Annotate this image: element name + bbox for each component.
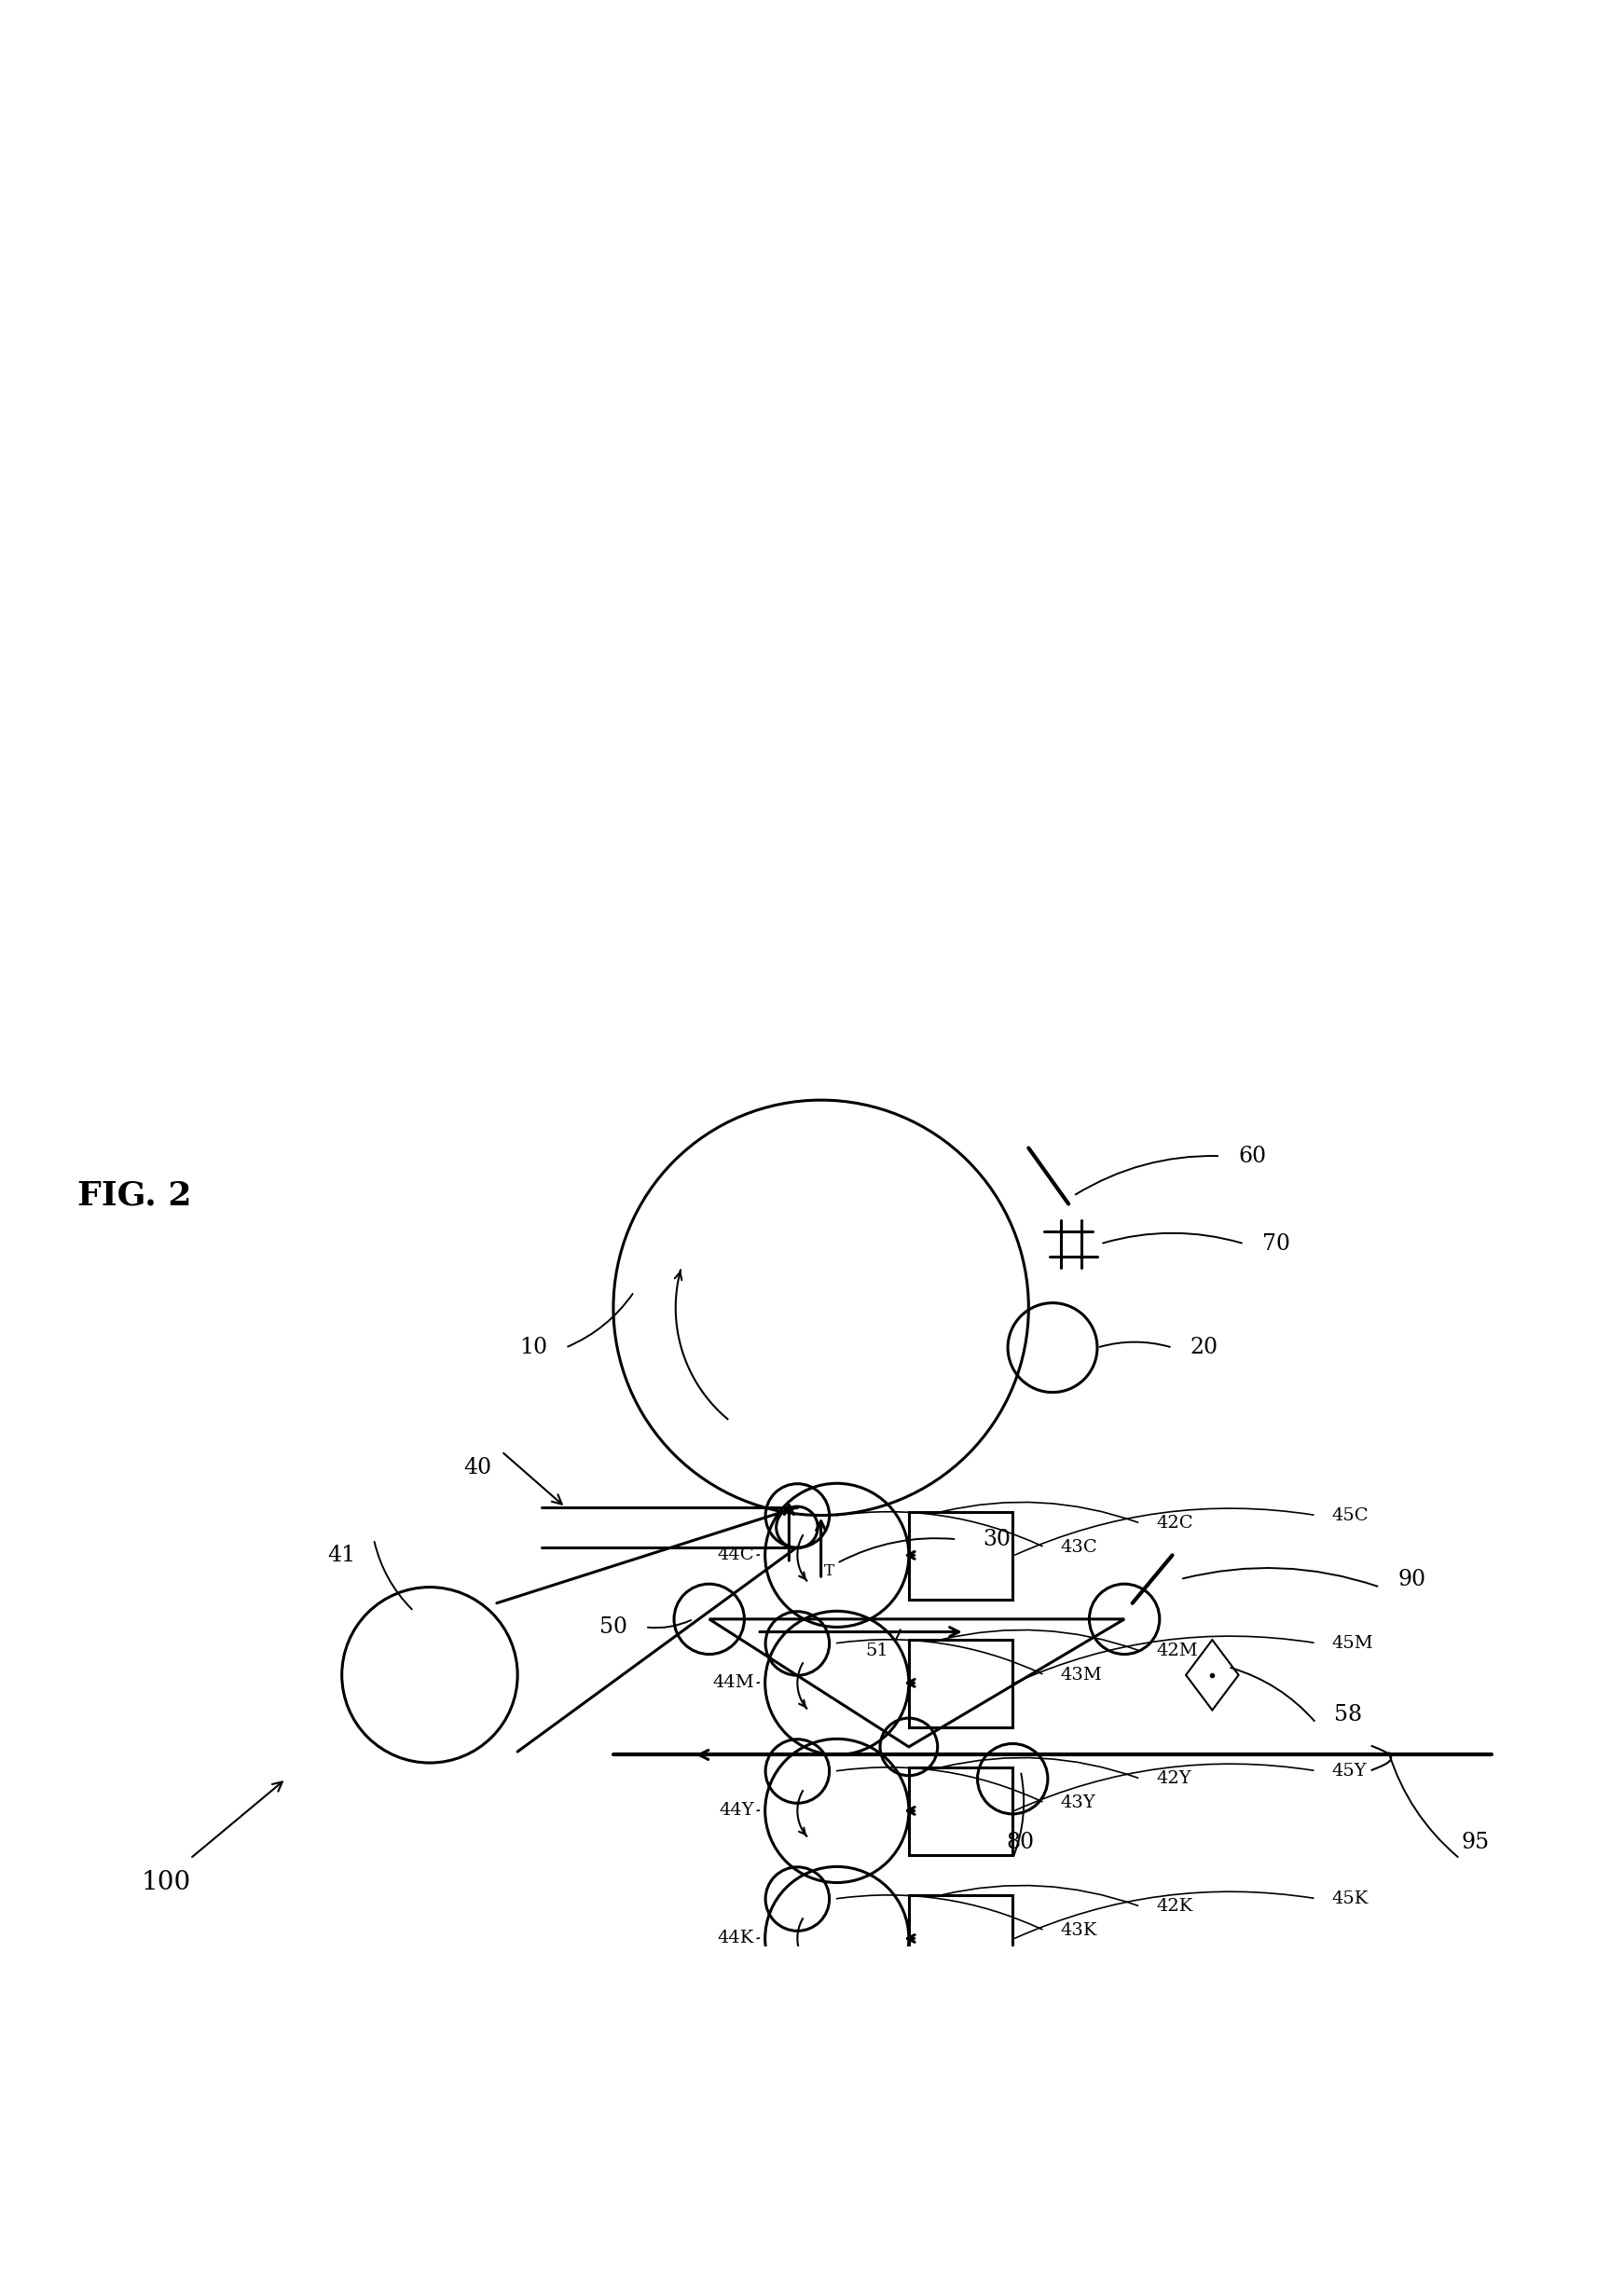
Text: 45Y: 45Y	[1331, 1763, 1367, 1779]
Text: 42K: 42K	[1156, 1899, 1193, 1915]
Text: 45C: 45C	[1331, 1506, 1368, 1525]
Text: 50: 50	[599, 1616, 628, 1637]
Text: 44K: 44K	[718, 1931, 753, 1947]
Text: 44M: 44M	[712, 1674, 753, 1692]
Text: 43K: 43K	[1061, 1922, 1098, 1938]
Text: 42Y: 42Y	[1156, 1770, 1191, 1786]
Text: T: T	[824, 1564, 834, 1580]
Text: 44Y: 44Y	[718, 1802, 753, 1818]
Text: 41: 41	[328, 1545, 356, 1566]
Text: 42C: 42C	[1156, 1515, 1193, 1531]
Text: 20: 20	[1190, 1336, 1219, 1359]
Text: 51: 51	[865, 1642, 889, 1660]
Bar	[908, 1896, 1013, 1984]
Text: 30: 30	[982, 1529, 1011, 1550]
Text: 60: 60	[1238, 1146, 1265, 1166]
Text: 45M: 45M	[1331, 1635, 1373, 1651]
Text: 43C: 43C	[1061, 1538, 1098, 1557]
Text: 95: 95	[1462, 1832, 1489, 1853]
Bar	[908, 1768, 1013, 1855]
Text: 100: 100	[142, 1869, 192, 1894]
Text: 70: 70	[1262, 1233, 1290, 1254]
Text: 44C: 44C	[716, 1548, 753, 1564]
Text: 40: 40	[464, 1456, 491, 1479]
Text: 80: 80	[1006, 1832, 1035, 1853]
Bar	[908, 1639, 1013, 1727]
Text: 90: 90	[1397, 1568, 1426, 1589]
Text: 45K: 45K	[1331, 1890, 1368, 1908]
Text: 10: 10	[520, 1336, 547, 1359]
Text: 43Y: 43Y	[1061, 1795, 1096, 1812]
Text: 58: 58	[1335, 1704, 1362, 1727]
Text: 43M: 43M	[1061, 1667, 1103, 1683]
Text: 42M: 42M	[1156, 1642, 1198, 1660]
Text: FIG. 2: FIG. 2	[77, 1180, 192, 1212]
Bar	[908, 1513, 1013, 1600]
